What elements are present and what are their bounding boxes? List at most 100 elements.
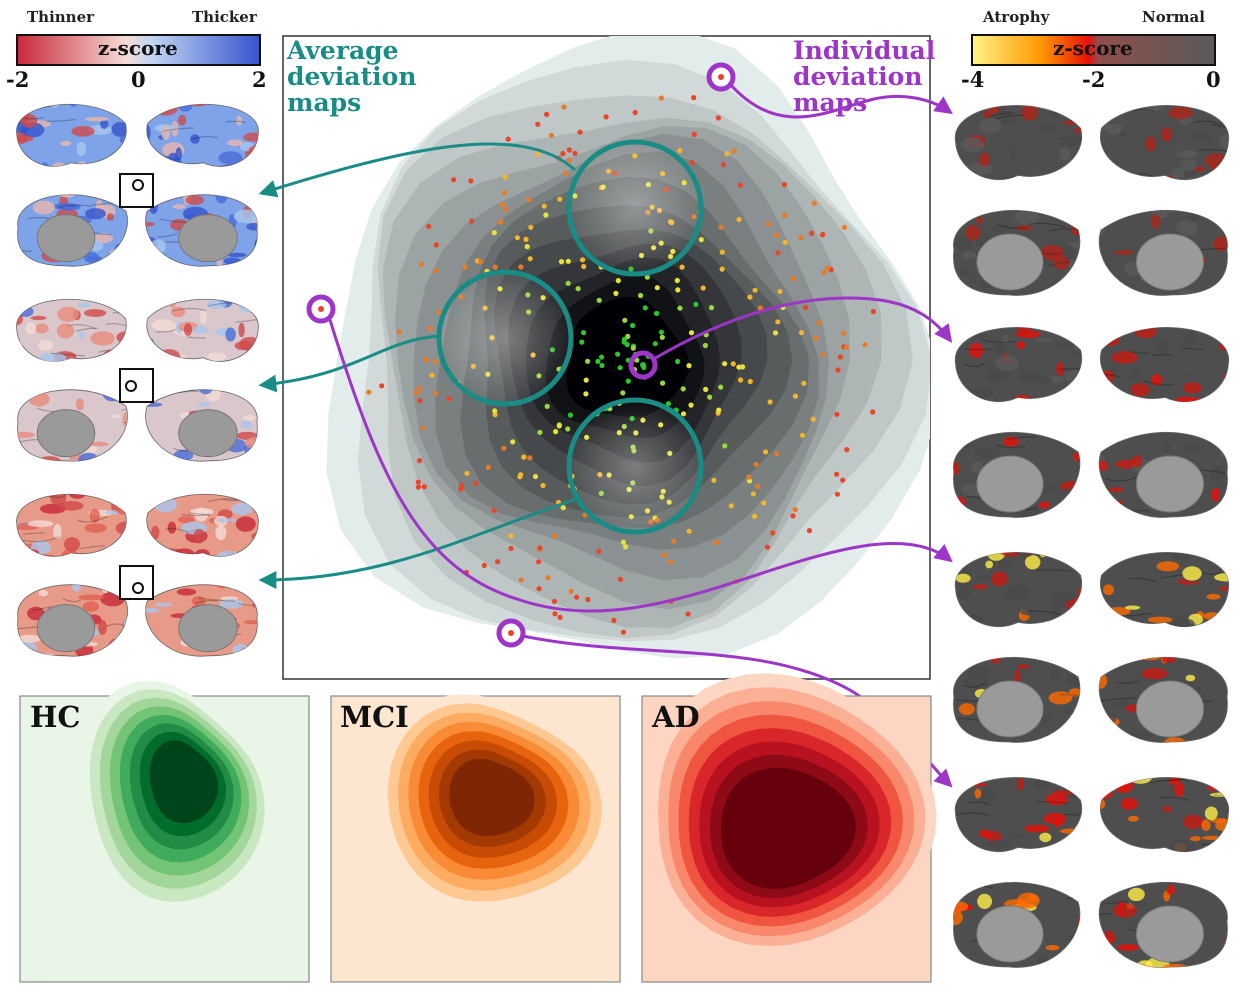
subject-dot <box>518 472 524 478</box>
subject-dot <box>429 372 435 378</box>
subject-dot <box>630 345 636 351</box>
subject-dot <box>736 216 742 223</box>
subject-dot <box>693 301 699 307</box>
subject-dot <box>777 288 783 295</box>
individual-markers <box>306 62 736 648</box>
subject-dot <box>417 458 423 464</box>
subject-dot <box>730 361 736 367</box>
left-colorbar-title: z-score <box>98 36 178 60</box>
subject-dot <box>544 111 550 117</box>
subject-dot <box>510 439 516 445</box>
subject-dot <box>790 513 796 519</box>
position-dot-2 <box>125 380 137 392</box>
subject-dot <box>731 148 737 154</box>
subject-dot <box>585 358 591 364</box>
subject-dot <box>468 178 474 184</box>
subject-dot <box>862 342 868 348</box>
subject-dot <box>621 339 627 345</box>
subject-dot <box>562 170 568 176</box>
subject-dot <box>766 221 772 227</box>
purple-arrow-1 <box>728 83 953 119</box>
brain-surface <box>1099 327 1229 403</box>
average-circle-bottom <box>566 397 704 535</box>
subject-dot <box>782 239 788 245</box>
subject-dot <box>501 445 507 451</box>
subject-dot <box>841 224 848 230</box>
subject-dot <box>548 132 555 138</box>
subject-dot <box>498 219 504 225</box>
subject-dot <box>527 256 533 262</box>
subject-dot <box>835 367 841 373</box>
subject-dot <box>514 235 521 241</box>
subject-dot <box>790 275 796 282</box>
subject-dot <box>644 274 650 280</box>
subject-dot <box>675 287 681 293</box>
subject-dot <box>700 285 706 291</box>
subject-dot <box>417 398 423 404</box>
subject-dot <box>508 545 514 552</box>
individual-marker-4 <box>496 618 526 648</box>
subject-dot <box>433 390 439 396</box>
brain-surface <box>953 210 1081 296</box>
group-label-mci: MCI <box>340 700 409 734</box>
subject-dot <box>724 151 730 157</box>
subject-dot <box>526 197 532 203</box>
brain-surface <box>146 298 259 362</box>
subject-dot <box>580 257 586 263</box>
subject-dot <box>767 399 773 405</box>
subject-dot <box>418 261 424 267</box>
subject-dot <box>552 611 558 617</box>
subject-dot <box>433 268 439 274</box>
subject-dot <box>658 329 665 335</box>
subject-dot <box>781 182 788 188</box>
subject-dot <box>737 182 744 188</box>
teal-arrow-3 <box>258 496 581 589</box>
subject-dot <box>420 425 426 431</box>
subject-dot <box>738 377 744 383</box>
subject-dot <box>688 402 694 408</box>
subject-dot <box>674 277 680 284</box>
subject-dot <box>436 309 442 315</box>
right-colorbar-atrophy-label: Atrophy <box>983 8 1050 26</box>
brain-surface <box>16 298 127 362</box>
subject-dot <box>821 269 827 276</box>
subject-dot <box>715 115 722 121</box>
subject-dot <box>665 401 672 407</box>
subject-dot <box>686 528 692 534</box>
subject-dot <box>560 151 566 157</box>
subject-dot <box>679 264 685 270</box>
subject-dot <box>575 286 581 292</box>
subject-dot <box>574 594 580 600</box>
subject-dot <box>772 330 779 336</box>
subject-dot <box>746 474 752 480</box>
subject-dot <box>595 358 601 364</box>
individual-marker-2 <box>628 350 658 380</box>
subject-dot <box>811 200 818 206</box>
subject-dot <box>544 403 550 409</box>
subject-dot <box>433 242 439 248</box>
brain-surface <box>955 552 1083 628</box>
purple-arrow-2 <box>651 296 953 362</box>
subject-dot <box>537 545 543 551</box>
subject-dot <box>716 407 722 413</box>
subject-dot <box>675 358 681 365</box>
subject-dot <box>477 259 484 265</box>
subject-dot <box>537 429 543 435</box>
subject-dot <box>366 389 372 395</box>
subject-dot <box>837 354 843 360</box>
brain-surface <box>953 657 1081 743</box>
subject-dot <box>502 190 508 196</box>
subject-dot <box>611 617 617 624</box>
average-arrows <box>258 142 581 589</box>
subject-dot <box>568 588 574 594</box>
subject-dot <box>473 480 479 486</box>
subject-dot <box>670 538 677 544</box>
subject-dot <box>458 486 464 492</box>
subject-dot <box>521 454 527 460</box>
subject-dot <box>820 231 826 238</box>
subject-dot <box>615 351 621 357</box>
group-density-level <box>720 767 856 889</box>
subject-dot <box>654 310 660 316</box>
subject-dot <box>413 390 420 396</box>
